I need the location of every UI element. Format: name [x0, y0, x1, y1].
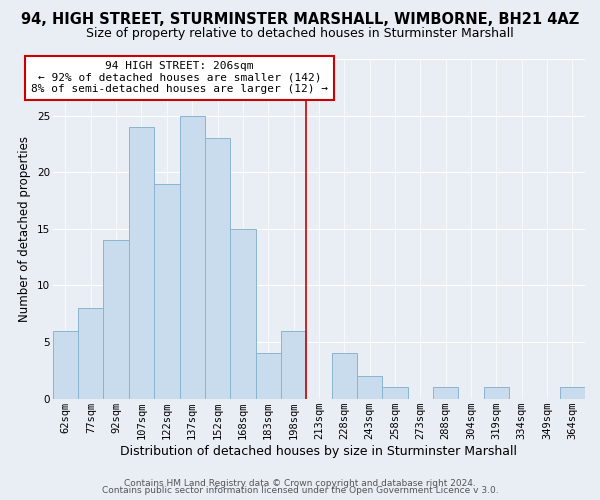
Bar	[484, 388, 509, 398]
Bar	[382, 388, 407, 398]
Bar	[332, 354, 357, 399]
Bar	[433, 388, 458, 398]
Bar	[129, 127, 154, 398]
Bar	[357, 376, 382, 398]
Text: Contains HM Land Registry data © Crown copyright and database right 2024.: Contains HM Land Registry data © Crown c…	[124, 478, 476, 488]
Text: 94, HIGH STREET, STURMINSTER MARSHALL, WIMBORNE, BH21 4AZ: 94, HIGH STREET, STURMINSTER MARSHALL, W…	[21, 12, 579, 28]
Bar	[256, 354, 281, 399]
X-axis label: Distribution of detached houses by size in Sturminster Marshall: Distribution of detached houses by size …	[121, 444, 517, 458]
Text: Contains public sector information licensed under the Open Government Licence v : Contains public sector information licen…	[101, 486, 499, 495]
Bar	[560, 388, 585, 398]
Bar	[179, 116, 205, 399]
Bar	[281, 330, 306, 398]
Bar	[53, 330, 78, 398]
Bar	[205, 138, 230, 398]
Bar	[154, 184, 179, 398]
Bar	[103, 240, 129, 398]
Bar	[78, 308, 103, 398]
Bar	[230, 229, 256, 398]
Text: Size of property relative to detached houses in Sturminster Marshall: Size of property relative to detached ho…	[86, 28, 514, 40]
Y-axis label: Number of detached properties: Number of detached properties	[18, 136, 31, 322]
Text: 94 HIGH STREET: 206sqm
← 92% of detached houses are smaller (142)
8% of semi-det: 94 HIGH STREET: 206sqm ← 92% of detached…	[31, 62, 328, 94]
